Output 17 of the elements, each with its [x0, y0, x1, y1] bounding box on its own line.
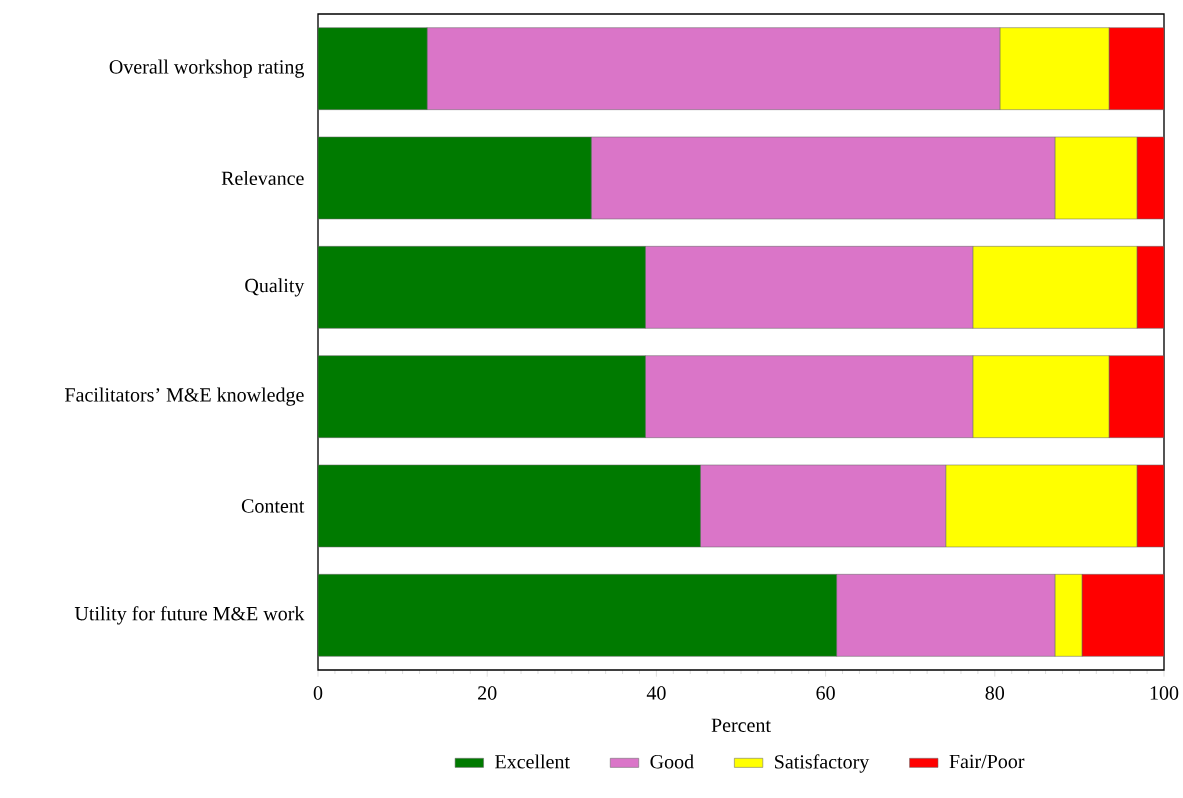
x-tick-label: 0: [313, 686, 323, 700]
x-tick-label: 60: [816, 686, 835, 700]
y-tick-label: Content: [241, 499, 305, 513]
x-tick-label: 100: [1150, 686, 1179, 700]
y-tick-label: Utility for future M&E work: [74, 606, 305, 625]
x-tick-label: 80: [985, 686, 1005, 700]
x-tick-label: 40: [646, 686, 666, 700]
legend-label: Good: [650, 754, 694, 769]
x-tick-label: 20: [478, 686, 497, 700]
y-tick-label: Overall workshop rating: [109, 59, 305, 78]
y-tick-label: Facilitators’ M&E knowledge: [65, 387, 304, 406]
legend-label: Satisfactory: [775, 754, 870, 773]
legend-label: Excellent: [495, 754, 570, 769]
legend-label: Fair/Poor: [949, 754, 1025, 769]
y-tick-label: Quality: [245, 278, 305, 297]
x-axis-title: Percent: [711, 718, 771, 732]
y-tick-label: Relevance: [221, 170, 304, 186]
